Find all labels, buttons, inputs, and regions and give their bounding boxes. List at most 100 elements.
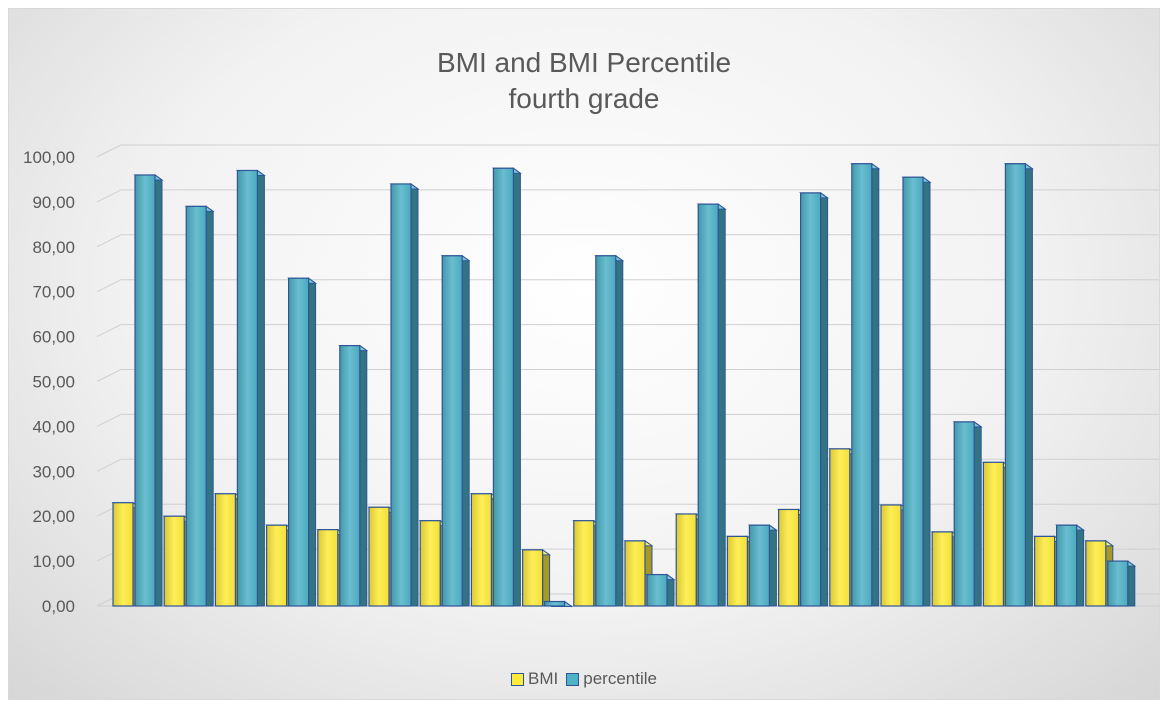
y-tick-label: 70,00 [32,283,75,302]
y-tick-label: 20,00 [32,507,75,526]
bar-front [624,540,646,607]
bar-percentile [850,162,881,607]
chart-title-line1: BMI and BMI Percentile [436,47,732,78]
legend: BMI percentile [9,669,1159,691]
bar-side [542,548,551,607]
bar-side [461,254,470,607]
y-tick-label: 0,00 [42,597,75,616]
bar-front [982,461,1005,607]
bar-front [236,169,258,607]
bar-front [1033,535,1056,607]
gridline-diagonal [96,458,122,472]
chart-area: BMI and BMI Percentile fourth grade 0,00… [8,8,1160,700]
bar-side [308,277,317,607]
chart-title: BMI and BMI Percentile fourth grade [9,45,1159,117]
bar-side [1076,524,1085,607]
legend-label: percentile [583,669,657,688]
bar-front [595,255,617,607]
y-tick-label: 100,00 [23,148,75,167]
gridline-diagonal [96,413,122,427]
bar-side [717,203,726,607]
bar-front [419,520,441,607]
bar-percentile [747,524,778,607]
legend-label: BMI [528,669,559,688]
bar-percentile [594,254,625,607]
bar-front [185,205,207,607]
bar-front [390,183,412,607]
bar-front [368,506,390,607]
bar-front [851,163,873,607]
bar-side [256,169,265,607]
y-tick-label: 10,00 [32,552,75,571]
legend-item: percentile [566,669,657,689]
bar-side [820,191,829,607]
bar-front [675,513,697,607]
gridline-diagonal [96,324,122,338]
bar-front [543,600,566,607]
bar-front [492,167,514,607]
bar-percentile [440,254,471,607]
gridline-diagonal [96,144,122,158]
bar-percentile [901,176,932,607]
bar-percentile [491,167,522,607]
y-tick-label: 90,00 [32,193,75,212]
bar-side [205,205,214,607]
bar-front [134,174,156,607]
plot-area: 0,00 10,00 20,00 30,00 40,00 50,00 60,00 70,00 8… [23,144,1159,616]
bar-percentile [543,600,574,608]
bar-side [871,162,880,607]
y-tick-label: 80,00 [32,238,75,257]
bar-front [288,277,310,607]
bar-percentile [1106,560,1137,607]
bar-percentile [184,205,215,607]
bar-front [163,515,185,607]
bar-front [1055,524,1078,607]
bar-front [470,493,492,607]
bar-front [1085,540,1107,607]
bar-front [317,529,339,607]
bar-front [1107,560,1129,607]
bar-side [1024,162,1033,607]
bar-side [1127,560,1136,607]
legend-swatch [511,672,525,686]
bar-front [266,524,288,607]
gridline-diagonal [96,189,122,203]
y-tick-label: 50,00 [32,373,75,392]
bar-front [777,508,800,607]
bar-front [799,192,822,607]
bar-side [768,524,777,607]
bar-side [615,254,624,607]
gridline-diagonal [96,369,122,382]
bar-front [1004,163,1027,607]
bar-percentile [1055,524,1086,607]
bar-percentile [952,420,983,607]
bar-front [748,524,771,607]
bar-front [953,421,975,607]
bar-percentile [696,203,727,607]
bar-front [214,493,236,607]
y-tick-label: 60,00 [32,328,75,347]
bar-front [880,504,902,607]
y-tick-label: 30,00 [32,462,75,481]
bar-percentile [338,344,369,607]
bar-side [512,167,521,607]
bar-front [902,176,924,607]
bar-front [112,502,134,607]
bar-bmi [521,548,552,607]
bar-front [931,531,953,607]
bar-front [339,344,361,607]
bar-front [726,535,749,607]
bar-percentile [799,191,830,607]
y-tick-label: 40,00 [32,417,75,436]
bar-percentile [133,173,164,607]
bar-side [922,176,931,607]
legend-item: BMI [511,669,558,689]
gridline-diagonal [96,279,122,293]
bar-front [521,549,544,607]
bar-side [154,173,163,607]
bar-side [973,420,982,607]
bar-percentile [1003,162,1034,607]
bar-percentile [645,573,676,607]
gridline-diagonal [96,234,122,248]
bar-front [573,520,595,607]
